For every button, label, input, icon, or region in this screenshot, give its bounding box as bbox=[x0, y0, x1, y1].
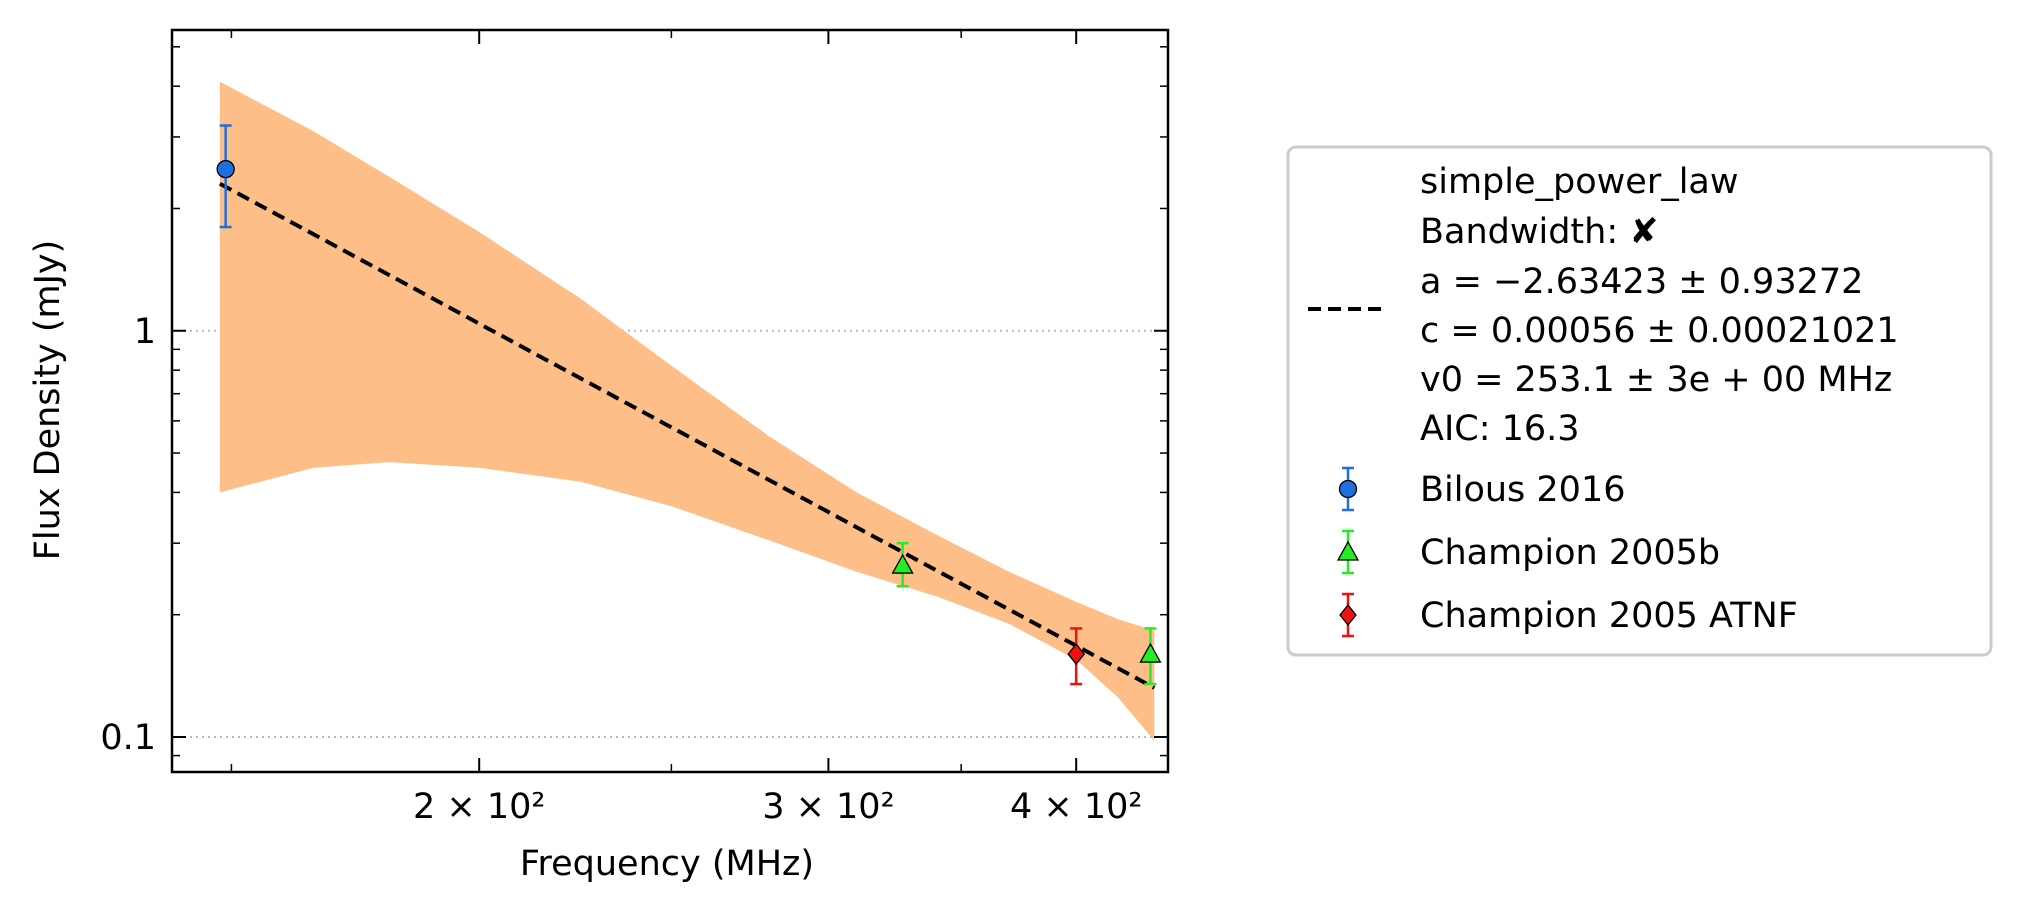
plot-area bbox=[172, 81, 1168, 741]
fit-line bbox=[218, 181, 1156, 690]
legend-fit-a: a = −2.63423 ± 0.93272 bbox=[1420, 262, 1863, 302]
legend-entry: Champion 2005 ATNF bbox=[1339, 592, 1798, 638]
legend-marker-circle bbox=[1338, 479, 1358, 499]
data-point-circle bbox=[216, 159, 235, 179]
legend-fit-bandwidth: Bandwidth: ✘ bbox=[1420, 212, 1659, 252]
legend-marker-diamond bbox=[1339, 603, 1357, 627]
legend-entry: Champion 2005b bbox=[1336, 529, 1720, 575]
legend-fit-aic: AIC: 16.3 bbox=[1420, 409, 1580, 449]
legend-entry: Bilous 2016 bbox=[1338, 466, 1626, 512]
axes: 2 × 10² 3 × 10² 4 × 10² 1 0.1 bbox=[100, 28, 1170, 827]
y-tick-label: 0.1 bbox=[100, 718, 156, 758]
legend-frame bbox=[1286, 145, 1993, 657]
legend-fit-c: c = 0.00056 ± 0.00021021 bbox=[1420, 311, 1899, 351]
legend-label: Champion 2005 ATNF bbox=[1420, 596, 1798, 636]
legend-label: Champion 2005b bbox=[1420, 533, 1720, 573]
x-tick-label: 4 × 10² bbox=[1010, 787, 1142, 827]
legend-label: Bilous 2016 bbox=[1420, 470, 1626, 510]
y-tick-label: 1 bbox=[134, 312, 156, 352]
x-tick-label: 2 × 10² bbox=[413, 787, 545, 827]
legend-fit-model: simple_power_law bbox=[1420, 162, 1739, 202]
fit-uncertainty-band bbox=[219, 81, 1155, 741]
y-axis-label: Flux Density (mJy) bbox=[28, 240, 68, 561]
data-point-triangle bbox=[891, 553, 914, 574]
legend-marker-triangle bbox=[1336, 540, 1360, 561]
plot-frame bbox=[170, 28, 1170, 774]
x-axis-label: Frequency (MHz) bbox=[520, 844, 814, 884]
data-point-diamond bbox=[1067, 643, 1086, 666]
legend-entries: Bilous 2016 Champion 2005b Champion 2005 A… bbox=[1336, 466, 1798, 638]
legend: simple_power_law Bandwidth: ✘ a = −2.634… bbox=[1286, 145, 1993, 657]
legend-fit-v0: v0 = 253.1 ± 3e + 00 MHz bbox=[1420, 360, 1892, 400]
x-tick-label: 3 × 10² bbox=[762, 787, 894, 827]
data-point-triangle bbox=[1139, 642, 1162, 663]
